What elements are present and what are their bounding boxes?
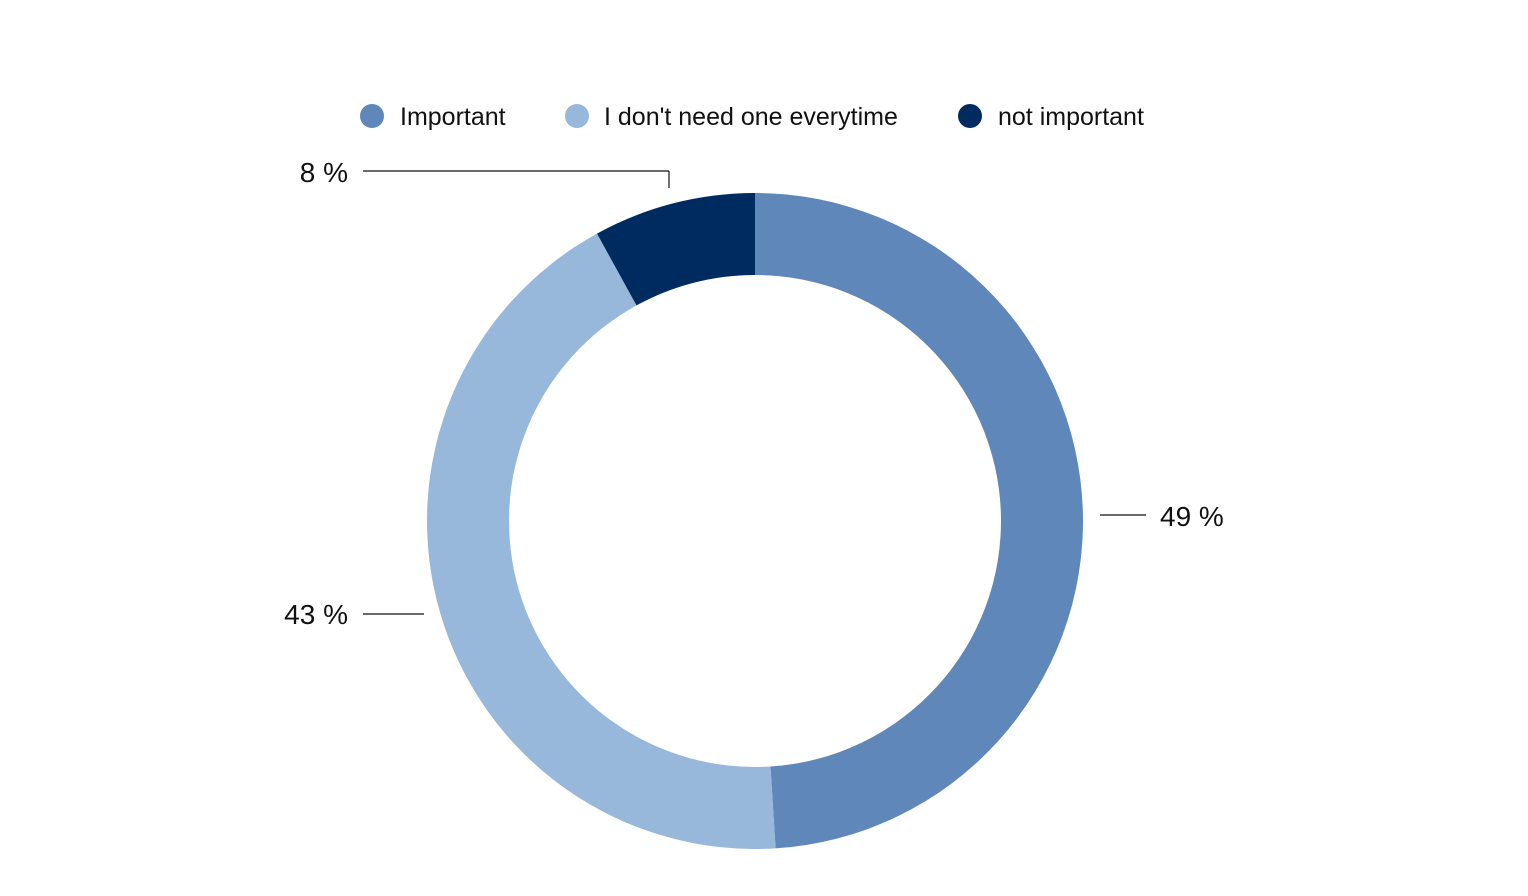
data-label-group-not-important: 8 % [300, 157, 670, 188]
legend-label-important: Important [400, 103, 506, 131]
legend: Important I don't need one everytime not i… [360, 103, 1144, 131]
slices [426, 193, 1083, 849]
legend-swatch-important [360, 104, 384, 128]
slice-i-don-t-need-one-everytime [426, 233, 776, 849]
data-labels: 49 % 43 % 8 % [284, 157, 1224, 630]
slice-important [755, 193, 1083, 849]
legend-label-i-don-t-need-one-everytime: I don't need one everytime [604, 103, 898, 131]
data-label-important: 49 % [1160, 501, 1224, 532]
data-label-group-important: 49 % [1100, 501, 1224, 532]
legend-label-not-important: not important [998, 103, 1144, 131]
slice-not-important [596, 193, 755, 306]
legend-item-important: Important [360, 103, 506, 131]
data-label-i-don-t-need-one-everytime: 43 % [284, 599, 348, 630]
data-label-not-important: 8 % [300, 157, 348, 188]
legend-swatch-i-don-t-need-one-everytime [565, 104, 589, 128]
legend-item-i-don-t-need-one-everytime: I don't need one everytime [565, 103, 898, 131]
legend-item-not-important: not important [958, 103, 1144, 131]
legend-swatch-not-important [958, 104, 982, 128]
data-label-group-i-don-t-need-one-everytime: 43 % [284, 599, 424, 630]
